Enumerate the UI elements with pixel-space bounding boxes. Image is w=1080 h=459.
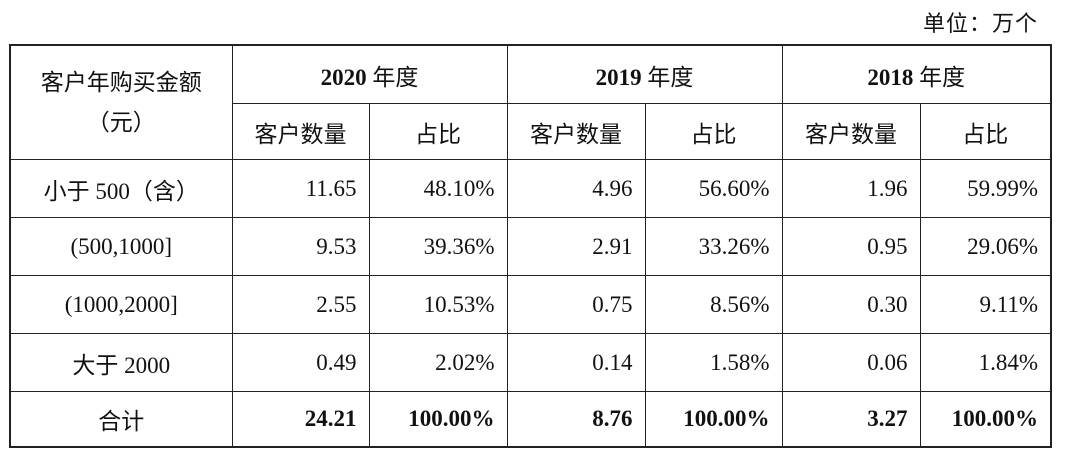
table-cell: 1.58% [644, 333, 783, 392]
table-cell: 9.11% [919, 275, 1052, 334]
year-suffix: 年度 [913, 64, 966, 90]
year-suffix: 年度 [641, 64, 694, 90]
total-cell: 24.21 [231, 391, 370, 448]
table-cell: 10.53% [368, 275, 508, 334]
row-label: 小于 500（含） [9, 159, 233, 218]
year-number: 2020 [320, 64, 367, 90]
total-cell: 8.76 [506, 391, 646, 448]
row-label: (500,1000] [9, 217, 233, 276]
subheader-count-2018: 客户数量 [781, 103, 921, 160]
year-header-2018: 2018 年度 [781, 44, 1052, 104]
subheader-count-2020: 客户数量 [231, 103, 370, 160]
total-label: 合计 [9, 391, 233, 448]
corner-header-line1: 客户年购买金额 [40, 69, 202, 95]
subheader-count-2019: 客户数量 [506, 103, 646, 160]
row-label: 大于 2000 [9, 333, 233, 392]
table-row: (1000,2000] 2.55 10.53% 0.75 8.56% 0.30 … [9, 275, 1052, 334]
table-cell: 0.49 [231, 333, 370, 392]
table-cell: 2.55 [231, 275, 370, 334]
total-cell: 100.00% [919, 391, 1052, 448]
table-cell: 8.56% [644, 275, 783, 334]
table-cell: 0.14 [506, 333, 646, 392]
header-row-years: 客户年购买金额 （元） 2020 年度 2019 年度 2018 年度 [9, 44, 1052, 160]
table-cell: 4.96 [506, 159, 646, 218]
table-cell: 11.65 [231, 159, 370, 218]
corner-header-line2: （元） [86, 109, 156, 135]
total-cell: 100.00% [368, 391, 508, 448]
subheader-ratio-2018: 占比 [919, 103, 1052, 160]
table-row: (500,1000] 9.53 39.36% 2.91 33.26% 0.95 … [9, 217, 1052, 276]
table-cell: 2.02% [368, 333, 508, 392]
table-cell: 0.06 [781, 333, 921, 392]
table-cell: 29.06% [919, 217, 1052, 276]
customer-purchase-table: 客户年购买金额 （元） 2020 年度 2019 年度 2018 年度 客户数量… [9, 44, 1052, 448]
table-cell: 0.30 [781, 275, 921, 334]
year-number: 2018 [867, 64, 914, 90]
total-cell: 100.00% [644, 391, 783, 448]
table-cell: 0.75 [506, 275, 646, 334]
table-cell: 33.26% [644, 217, 783, 276]
table-cell: 48.10% [368, 159, 508, 218]
total-row: 合计 24.21 100.00% 8.76 100.00% 3.27 100.0… [9, 391, 1052, 448]
table-cell: 59.99% [919, 159, 1052, 218]
year-suffix: 年度 [366, 64, 419, 90]
total-cell: 3.27 [781, 391, 921, 448]
table-cell: 2.91 [506, 217, 646, 276]
subheader-ratio-2019: 占比 [644, 103, 783, 160]
table-row: 小于 500（含） 11.65 48.10% 4.96 56.60% 1.96 … [9, 159, 1052, 218]
table-cell: 56.60% [644, 159, 783, 218]
subheader-ratio-2020: 占比 [368, 103, 508, 160]
table-cell: 0.95 [781, 217, 921, 276]
year-header-2020: 2020 年度 [231, 44, 508, 104]
table-cell: 9.53 [231, 217, 370, 276]
table-cell: 1.96 [781, 159, 921, 218]
table-cell: 39.36% [368, 217, 508, 276]
table-row: 大于 2000 0.49 2.02% 0.14 1.58% 0.06 1.84% [9, 333, 1052, 392]
row-label: (1000,2000] [9, 275, 233, 334]
year-number: 2019 [595, 64, 642, 90]
corner-header: 客户年购买金额 （元） [9, 44, 233, 160]
unit-note: 单位：万个 [922, 11, 1038, 36]
table-cell: 1.84% [919, 333, 1052, 392]
year-header-2019: 2019 年度 [506, 44, 783, 104]
